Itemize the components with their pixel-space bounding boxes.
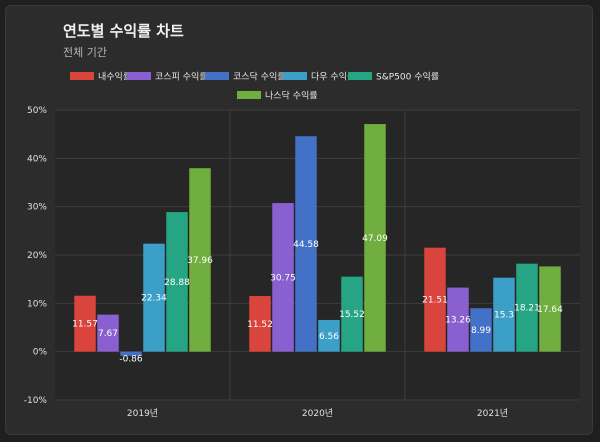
- x-tick-label: 2019년: [127, 408, 158, 419]
- legend-swatch: [205, 72, 229, 80]
- data-label: 30.75: [270, 273, 296, 283]
- legend-swatch: [348, 72, 372, 80]
- data-label: 11.57: [72, 320, 98, 330]
- data-label: 15.52: [339, 310, 365, 320]
- bar: [447, 287, 469, 352]
- bar: [341, 276, 363, 352]
- y-tick-label: 40%: [27, 154, 47, 164]
- legend-swatch: [283, 72, 307, 80]
- bar: [74, 295, 96, 352]
- bar: [143, 243, 165, 352]
- bar: [493, 277, 515, 352]
- bar: [166, 212, 188, 352]
- data-label: 6.56: [319, 332, 339, 342]
- bar: [272, 203, 294, 352]
- legend-label: S&P500 수익률: [376, 71, 439, 83]
- data-label: 18.21: [514, 304, 540, 314]
- data-label: 17.64: [537, 305, 563, 315]
- bar: [424, 247, 446, 352]
- data-label: 13.26: [445, 316, 471, 326]
- bar: [189, 168, 211, 352]
- y-tick-label: 10%: [27, 299, 47, 309]
- x-tick-label: 2021년: [477, 408, 508, 419]
- x-tick-label: 2020년: [302, 408, 333, 419]
- data-label: -0.86: [119, 355, 143, 365]
- y-tick-label: 0%: [33, 348, 48, 358]
- legend-swatch: [127, 72, 151, 80]
- legend-label: 코스피 수익률: [155, 71, 208, 83]
- bar: [539, 266, 561, 352]
- data-label: 15.3: [494, 311, 514, 321]
- bar: [249, 295, 271, 352]
- data-label: 44.58: [293, 240, 319, 250]
- data-label: 37.96: [187, 256, 213, 266]
- bar: [120, 351, 142, 356]
- bar: [295, 136, 317, 352]
- bar: [516, 263, 538, 352]
- bar: [364, 124, 386, 352]
- data-label: 21.51: [422, 296, 448, 306]
- y-tick-label: 50%: [27, 106, 47, 116]
- y-tick-label: 30%: [27, 203, 47, 213]
- legend-label: 코스닥 수익률: [233, 71, 286, 83]
- legend-swatch: [237, 91, 261, 99]
- data-label: 22.34: [141, 294, 167, 304]
- y-tick-label: -10%: [24, 396, 48, 406]
- data-label: 7.67: [98, 329, 118, 339]
- bar: [318, 319, 340, 352]
- data-label: 47.09: [362, 234, 388, 244]
- chart-subtitle: 전체 기간: [63, 46, 107, 59]
- y-tick-label: 20%: [27, 251, 47, 261]
- bar: [470, 308, 492, 352]
- chart-title: 연도별 수익률 차트: [63, 22, 184, 40]
- data-label: 11.52: [247, 320, 273, 330]
- data-label: 28.88: [164, 278, 190, 288]
- data-label: 8.99: [471, 326, 491, 336]
- legend-swatch: [70, 72, 94, 80]
- legend-label: 내수익률: [98, 71, 131, 83]
- bar: [97, 314, 119, 352]
- legend-label: 나스닥 수익률: [265, 90, 318, 102]
- legend-label: 다우 수익률: [311, 71, 355, 83]
